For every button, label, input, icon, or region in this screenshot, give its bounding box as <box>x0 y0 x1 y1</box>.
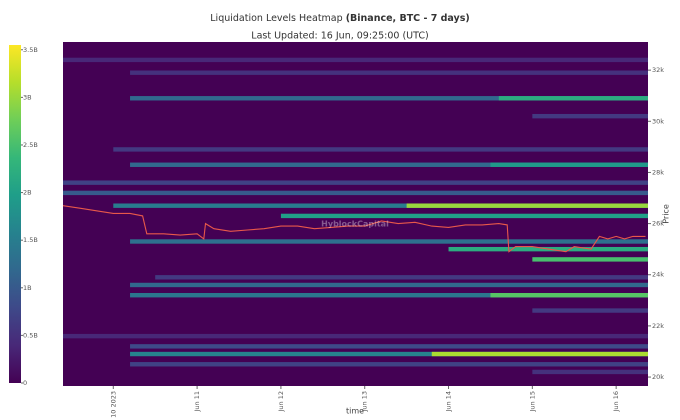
x-tick-label: Jun 14 <box>445 391 453 413</box>
heat-band <box>130 362 648 367</box>
heat-band <box>431 351 648 357</box>
heat-band <box>130 96 648 101</box>
x-tick-label: Jun 13 <box>361 391 369 413</box>
x-axis-label: time <box>346 407 364 416</box>
heat-band <box>63 57 648 63</box>
heat-band <box>130 351 648 357</box>
heat-band <box>63 333 648 339</box>
y-tick-label: 32k <box>652 66 664 74</box>
x-tick-label: Jun 10 2023 <box>109 391 117 420</box>
y-tick-label: 20k <box>652 373 664 381</box>
colorbar-tick-label: 1B <box>23 284 32 292</box>
colorbar-tick-label: 0 <box>23 379 27 387</box>
heat-band <box>406 203 648 208</box>
colorbar-tick-label: 3B <box>23 93 32 101</box>
x-tick-label: Jun 11 <box>193 391 201 413</box>
heat-band <box>498 96 648 101</box>
title-text: Liquidation Levels Heatmap <box>210 13 342 24</box>
heatmap <box>63 57 648 375</box>
price-line <box>63 205 646 253</box>
y-tick-label: 28k <box>652 168 664 176</box>
colorbar-tick-label: 0.5B <box>23 331 38 339</box>
heat-band <box>113 147 648 152</box>
colorbar-tick-label: 2.5B <box>23 141 38 149</box>
heat-band <box>130 162 648 167</box>
watermark: HyblockCapital <box>321 220 389 229</box>
title-emphasis: (Binance, BTC - 7 days) <box>346 13 470 24</box>
heat-band <box>490 293 648 298</box>
y-tick-label: 26k <box>652 220 664 228</box>
heat-band <box>130 344 648 349</box>
heat-band <box>532 113 648 119</box>
colorbar-tick-label: 3.5B <box>23 46 38 54</box>
heat-band <box>63 190 648 196</box>
heat-band <box>532 308 648 313</box>
heat-band <box>113 203 648 208</box>
heat-band <box>490 162 648 167</box>
y-tick-label: 22k <box>652 322 664 330</box>
y-axis-label: Price <box>662 204 671 224</box>
colorbar-tick-label: 2B <box>23 189 32 197</box>
x-tick-label: Jun 15 <box>528 391 536 413</box>
colorbar-tick-label: 1.5B <box>23 236 38 244</box>
heat-band <box>130 70 648 75</box>
subtitle: Last Updated: 16 Jun, 09:25:00 (UTC) <box>251 31 428 42</box>
heat-band <box>155 275 648 280</box>
heat-band <box>130 239 648 244</box>
heat-band <box>532 257 648 262</box>
heat-band <box>130 293 648 298</box>
heat-band <box>130 282 648 288</box>
x-tick-label: Jun 12 <box>277 391 285 413</box>
heat-band <box>532 369 648 375</box>
colorbar <box>9 45 21 383</box>
y-tick-label: 24k <box>652 271 664 279</box>
heat-band <box>63 180 648 185</box>
chart-title: Liquidation Levels Heatmap (Binance, BTC… <box>210 13 469 24</box>
y-tick-label: 30k <box>652 117 664 125</box>
x-tick-label: Jun 16 <box>612 391 620 413</box>
heat-band <box>280 213 648 219</box>
